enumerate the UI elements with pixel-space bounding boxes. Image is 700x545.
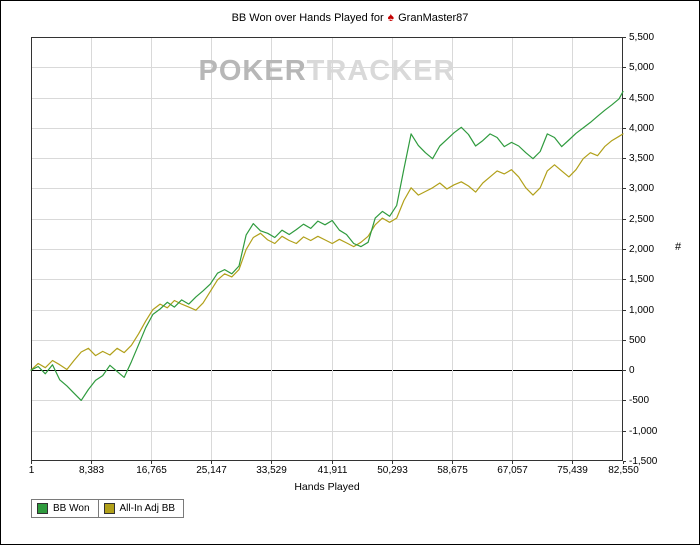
chart-title: BB Won over Hands Played for ♠ GranMaste… [1,10,699,24]
legend-label-bb-won: BB Won [53,503,90,514]
chart-legend: BB Won All-In Adj BB [31,499,185,518]
chart-title-player: GranMaster87 [398,12,469,24]
pokertracker-logo-icon: ♠ [387,10,395,24]
legend-item-all-in-adj-bb: All-In Adj BB [97,499,185,518]
chart-title-prefix: BB Won over Hands Played for [231,12,384,24]
all-in-adj-bb-swatch-icon [103,503,115,514]
legend-label-all-in-adj-bb: All-In Adj BB [119,503,176,514]
bb-won-swatch-icon [37,503,48,514]
y-axis-unit-label: # [675,241,682,253]
x-axis-title: Hands Played [294,481,360,493]
legend-item-bb-won: BB Won [31,499,99,518]
